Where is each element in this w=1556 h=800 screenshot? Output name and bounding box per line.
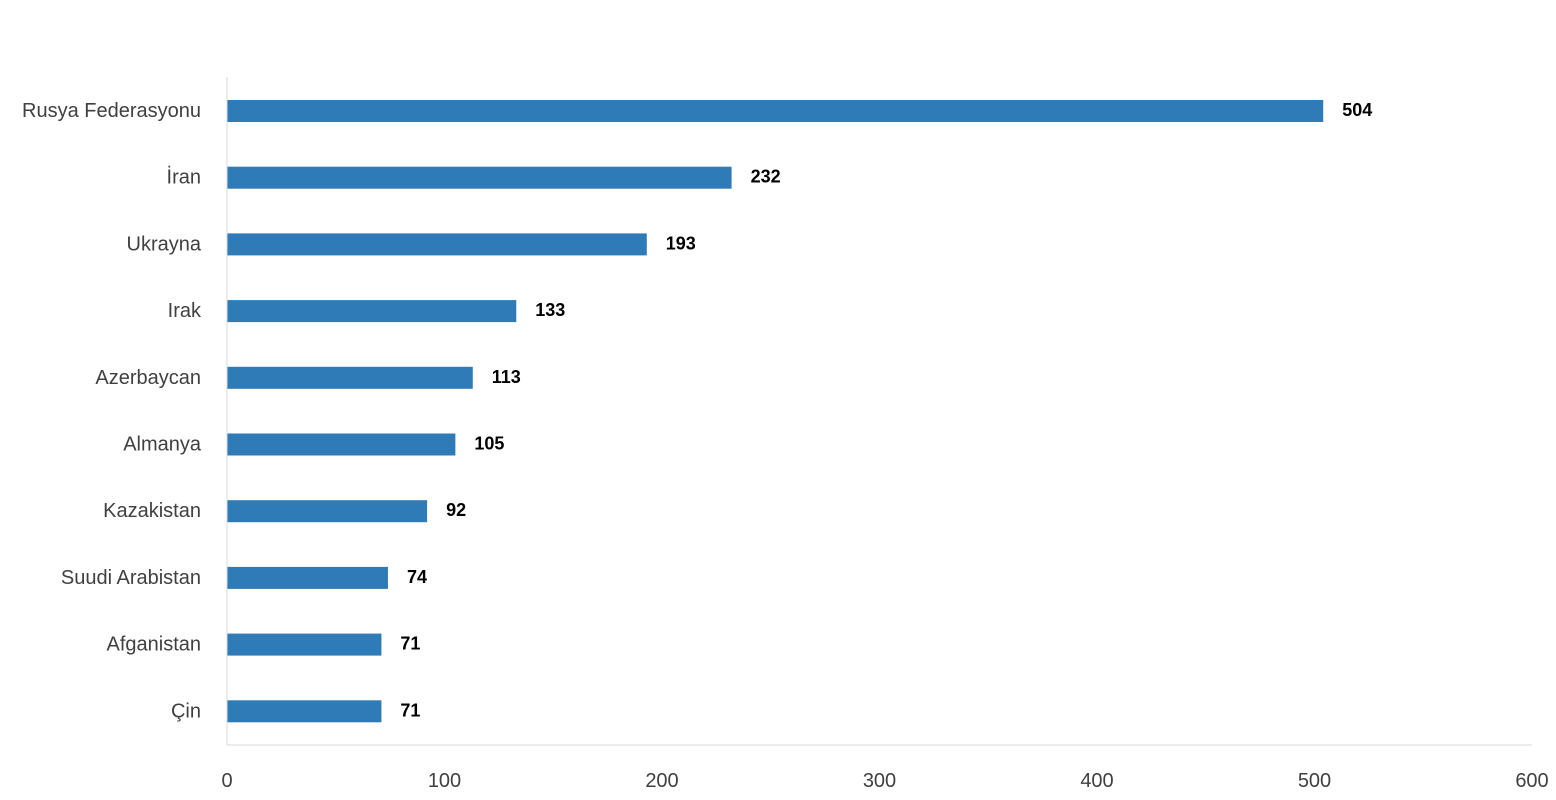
category-label: Irak — [168, 300, 202, 322]
data-label: 113 — [492, 367, 521, 387]
category-label: Ukrayna — [127, 233, 202, 255]
data-label: 232 — [751, 167, 781, 187]
x-tick-label: 600 — [1515, 770, 1548, 792]
bar-8 — [227, 566, 388, 589]
x-tick-labels-group: 0 100 200 300 400 500 600 — [221, 770, 1548, 792]
category-label: Almanya — [123, 434, 202, 456]
bars-group — [227, 100, 1324, 723]
category-label: Çin — [171, 700, 201, 722]
bar-1 — [227, 100, 1324, 122]
category-label: İran — [167, 166, 201, 189]
bar-5 — [227, 366, 473, 389]
category-label: Rusya Federasyonu — [22, 100, 201, 122]
x-tick-label: 200 — [645, 770, 678, 792]
bar-4 — [227, 300, 517, 323]
bar-6 — [227, 433, 456, 456]
data-label: 193 — [666, 233, 696, 253]
data-label: 92 — [446, 500, 466, 520]
bar-7 — [227, 500, 428, 523]
data-label: 105 — [474, 434, 504, 454]
data-label: 71 — [400, 700, 420, 720]
x-tick-label: 400 — [1080, 770, 1113, 792]
category-labels-group: Rusya Federasyonu İran Ukrayna Irak Azerbayc… — [22, 100, 202, 722]
data-label: 71 — [400, 634, 420, 654]
data-label: 504 — [1342, 100, 1372, 120]
bar-2 — [227, 166, 732, 189]
bar-9 — [227, 633, 382, 656]
x-tick-label: 100 — [428, 770, 461, 792]
data-label: 74 — [407, 567, 427, 587]
category-label: Kazakistan — [103, 500, 201, 522]
data-label: 133 — [535, 300, 565, 320]
category-label: Suudi Arabistan — [61, 567, 201, 589]
x-tick-label: 500 — [1298, 770, 1331, 792]
data-labels-group: 504 232 193 133 113 105 92 74 71 71 — [400, 100, 1372, 720]
x-tick-label: 300 — [863, 770, 896, 792]
bar-10 — [227, 700, 382, 723]
category-label: Afganistan — [106, 634, 201, 656]
category-label: Azerbaycan — [95, 367, 201, 389]
bar-3 — [227, 233, 647, 256]
x-tick-label: 0 — [221, 770, 232, 792]
